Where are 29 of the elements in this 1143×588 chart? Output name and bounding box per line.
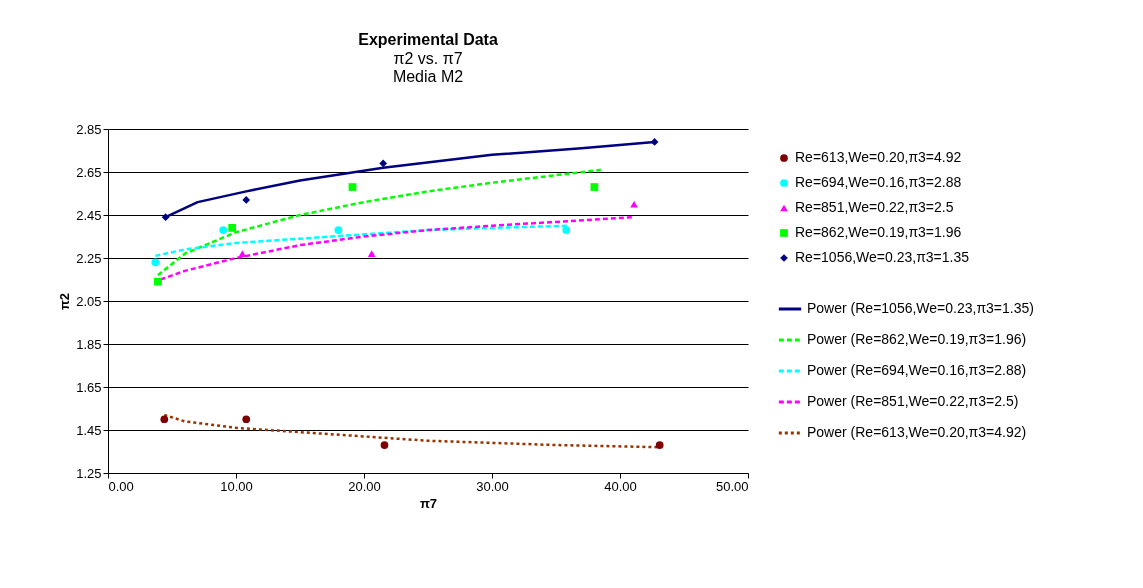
- legend-label: Re=694,We=0.16,π3=2.88: [795, 174, 962, 190]
- legend-label: Re=1056,We=0.23,π3=1.35: [795, 249, 970, 265]
- x-axis-title: π7: [419, 495, 438, 511]
- x-tick-label: 40.00: [604, 478, 637, 494]
- x-tick-label: 0.00: [108, 478, 134, 494]
- legend-label: Re=862,We=0.19,π3=1.96: [795, 224, 962, 240]
- chart-title: Experimental Data: [358, 31, 498, 48]
- y-tick-label: 1.25: [76, 465, 102, 481]
- legend-label: Power (Re=851,We=0.22,π3=2.5): [807, 393, 1019, 409]
- x-tick-label: 30.00: [476, 478, 509, 494]
- chart-subtitle: π2 vs. π7 Media M2: [392, 50, 464, 85]
- y-tick-label: 2.85: [76, 121, 102, 137]
- legend-label: Power (Re=694,We=0.16,π3=2.88): [807, 362, 1027, 378]
- y-tick-label: 1.45: [76, 422, 102, 438]
- legend-label: Power (Re=862,We=0.19,π3=1.96): [807, 331, 1027, 347]
- legend-label: Power (Re=613,We=0.20,π3=4.92): [807, 424, 1027, 440]
- legend-label: Re=613,We=0.20,π3=4.92: [795, 149, 962, 165]
- y-tick-label: 2.05: [76, 293, 102, 309]
- y-tick-label: 2.45: [76, 207, 102, 223]
- y-axis-title: π2: [57, 292, 73, 311]
- legend-label: Re=851,We=0.22,π3=2.5: [795, 199, 954, 215]
- y-tick-label: 2.25: [76, 250, 102, 266]
- x-tick-label: 10.00: [220, 478, 253, 494]
- x-tick-label: 20.00: [348, 478, 381, 494]
- y-tick-label: 2.65: [76, 164, 102, 180]
- y-tick-label: 1.85: [76, 336, 102, 352]
- x-tick-label: 50.00: [715, 478, 749, 494]
- y-tick-label: 1.65: [76, 379, 102, 395]
- legend-label: Power (Re=1056,We=0.23,π3=1.35): [807, 300, 1034, 316]
